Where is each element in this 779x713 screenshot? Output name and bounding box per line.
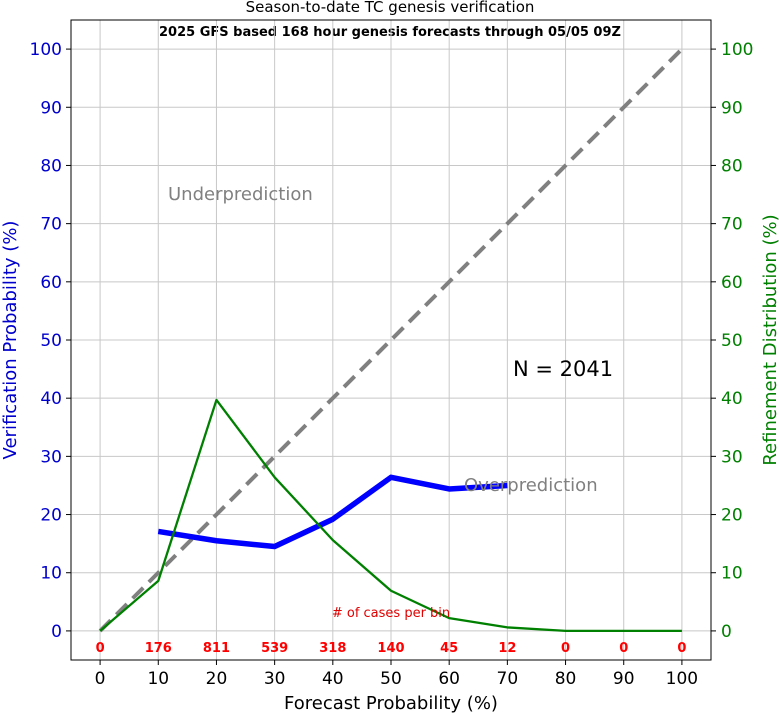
case-count-label: 539: [261, 641, 288, 656]
right-y-tick-label: 100: [721, 40, 753, 60]
x-tick-label: 20: [206, 669, 228, 689]
right-y-tick-label: 90: [721, 98, 743, 118]
left-y-tick-label: 50: [40, 331, 62, 351]
x-tick-label: 40: [322, 669, 344, 689]
case-count-label: 811: [203, 641, 230, 656]
grid: [71, 20, 711, 660]
left-y-tick-label: 10: [40, 564, 62, 584]
cases-per-bin-label: # of cases per bin: [332, 606, 450, 621]
x-tick-label: 80: [555, 669, 577, 689]
chart-subtitle: 2025 GFS based 168 hour genesis forecast…: [159, 25, 621, 40]
x-tick-label: 60: [438, 669, 460, 689]
right-y-tick-label: 40: [721, 389, 743, 409]
left-y-tick-label: 100: [30, 40, 62, 60]
refinement-line: [99, 398, 682, 633]
right-y-tick-label: 50: [721, 331, 743, 351]
x-tick-label: 0: [95, 669, 106, 689]
right-y-tick-label: 10: [721, 564, 743, 584]
x-axis-label: Forecast Probability (%): [284, 693, 498, 713]
left-y-axis-label: Verification Probability (%): [0, 221, 21, 460]
right-y-tick-label: 0: [721, 622, 732, 642]
x-tick-label: 30: [264, 669, 286, 689]
case-count-label: 0: [96, 641, 105, 656]
x-tick-label: 50: [380, 669, 402, 689]
right-y-tick-label: 20: [721, 506, 743, 526]
series-layer: [98, 47, 684, 633]
left-y-tick-label: 0: [51, 622, 62, 642]
verification-line: [157, 474, 508, 550]
chart-title: Season-to-date TC genesis verification: [246, 0, 535, 16]
axes: 0 10 20 30 40 50 60 70 80 90 100 0 0 10 10 20 20 30 30 40 40…: [30, 40, 754, 689]
case-count-label: 176: [145, 641, 172, 656]
left-y-tick-label: 80: [40, 156, 62, 176]
left-y-tick-label: 20: [40, 506, 62, 526]
cases-per-bin: 0 176 811 539 318 140 45 12 0 0 0: [96, 641, 687, 656]
left-y-tick-label: 40: [40, 389, 62, 409]
n-count-label: N = 2041: [513, 357, 613, 381]
right-y-axis-label: Refinement Distribution (%): [760, 214, 779, 465]
case-count-label: 12: [498, 641, 516, 656]
x-tick-label: 10: [147, 669, 169, 689]
left-y-tick-label: 90: [40, 98, 62, 118]
left-y-tick-label: 60: [40, 273, 62, 293]
case-count-label: 45: [440, 641, 458, 656]
case-count-label: 318: [319, 641, 346, 656]
right-y-tick-label: 60: [721, 273, 743, 293]
left-y-tick-label: 30: [40, 447, 62, 467]
case-count-label: 140: [377, 641, 404, 656]
right-y-tick-label: 80: [721, 156, 743, 176]
case-count-label: 0: [561, 641, 570, 656]
x-tick-label: 90: [613, 669, 635, 689]
case-count-label: 0: [677, 641, 686, 656]
right-y-tick-label: 70: [721, 215, 743, 235]
right-y-tick-label: 30: [721, 447, 743, 467]
x-tick-label: 70: [497, 669, 519, 689]
left-y-tick-label: 70: [40, 215, 62, 235]
overprediction-label: Overprediction: [464, 475, 598, 496]
annotations: Underprediction Overprediction N = 2041 …: [168, 184, 613, 621]
case-count-label: 0: [619, 641, 628, 656]
underprediction-label: Underprediction: [168, 184, 313, 205]
x-tick-label: 100: [666, 669, 698, 689]
